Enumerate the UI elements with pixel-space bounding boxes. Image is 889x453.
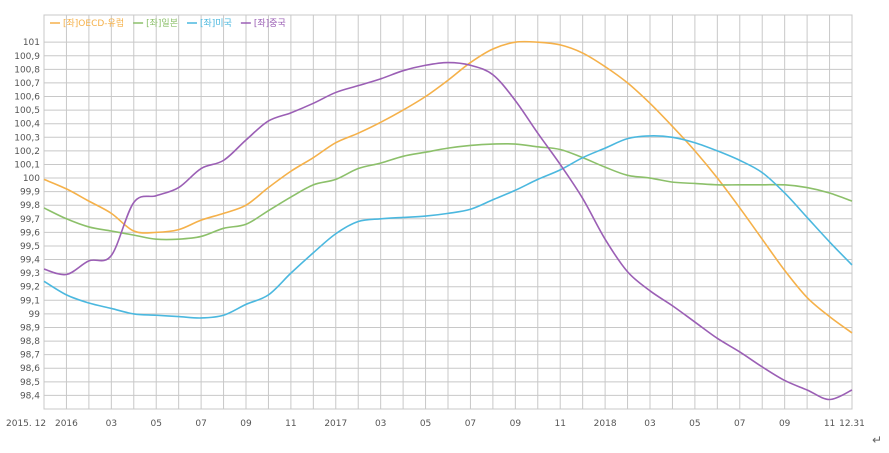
x-tick-label: 07	[465, 419, 476, 429]
y-tick-label: 100,8	[14, 65, 40, 75]
x-tick-label: 11	[824, 419, 835, 429]
y-tick-label: 99,7	[20, 215, 40, 225]
x-tick-label: 03	[375, 419, 386, 429]
y-tick-label: 99,6	[20, 228, 40, 238]
x-axis-tick-labels: 2015. 12 2016 03 05 07 09 11 2017 03 05 07 09 11 2018…	[6, 419, 865, 429]
y-tick-label: 99,2	[20, 283, 40, 293]
legend-label: [좌]중국	[254, 18, 286, 29]
series-lines	[43, 40, 853, 401]
y-tick-label: 98,4	[20, 391, 40, 401]
y-tick-label: 99,5	[20, 242, 40, 252]
y-tick-label: 100,9	[14, 52, 40, 62]
plot-frame	[43, 14, 853, 410]
x-tick-label: 11	[554, 419, 565, 429]
chart-legend: [좌]OECD-유럽 [좌]일본 [좌]미국 [좌]중국	[50, 18, 286, 29]
y-tick-label: 98,5	[20, 378, 40, 388]
y-tick-label: 100,1	[14, 160, 40, 170]
x-tick-label: 03	[644, 419, 655, 429]
y-tick-label: 100,5	[14, 106, 40, 116]
series-line-2	[43, 135, 853, 319]
series-line-3	[43, 61, 853, 401]
legend-label: [좌]OECD-유럽	[63, 18, 124, 29]
vertical-gridlines	[65, 15, 831, 409]
y-tick-label: 100,7	[14, 79, 40, 89]
y-tick-label: 98,9	[20, 323, 40, 333]
y-tick-label: 98,8	[20, 337, 40, 347]
paragraph-mark: ↵	[872, 433, 882, 447]
y-tick-label: 100,2	[14, 147, 40, 157]
y-tick-label: 99,1	[20, 296, 40, 306]
y-tick-label: 99,4	[20, 256, 40, 266]
y-tick-label: 99,9	[20, 188, 40, 198]
y-tick-label: 98,7	[20, 351, 40, 361]
horizontal-gridlines	[44, 41, 852, 396]
y-tick-label: 101	[23, 38, 40, 48]
x-tick-label: 05	[420, 419, 431, 429]
y-tick-label: 100,3	[14, 133, 40, 143]
x-tick-label: 07	[734, 419, 745, 429]
x-tick-label: 05	[689, 419, 700, 429]
y-tick-label: 100,4	[14, 120, 40, 130]
x-tick-label: 09	[510, 419, 522, 429]
series-line-0	[43, 40, 853, 334]
x-tick-label: 2016	[55, 419, 78, 429]
x-tick-label: 03	[106, 419, 117, 429]
x-tick-label: 11	[285, 419, 296, 429]
x-tick-label: 2017	[324, 419, 347, 429]
x-tick-label: 05	[150, 419, 161, 429]
x-tick-label: 12.31	[839, 419, 865, 429]
y-axis-tick-labels: 98,4 98,5 98,6 98,7 98,8 98,9 99 99,1 99,2 99,3 99…	[14, 38, 40, 401]
x-tick-label: 2015. 12	[6, 419, 46, 429]
x-tick-label: 07	[195, 419, 206, 429]
y-tick-label: 99	[29, 310, 41, 320]
y-tick-label: 100	[23, 174, 40, 184]
y-tick-label: 98,6	[20, 364, 40, 374]
legend-label: [좌]일본	[146, 18, 178, 29]
x-tick-label: 2018	[594, 419, 617, 429]
x-tick-label: 09	[240, 419, 252, 429]
y-tick-label: 100,6	[14, 93, 40, 103]
y-tick-label: 99,3	[20, 269, 40, 279]
x-tick-label: 09	[779, 419, 791, 429]
y-tick-label: 99,8	[20, 201, 40, 211]
series-line-1	[43, 143, 853, 241]
legend-label: [좌]미국	[200, 18, 232, 29]
